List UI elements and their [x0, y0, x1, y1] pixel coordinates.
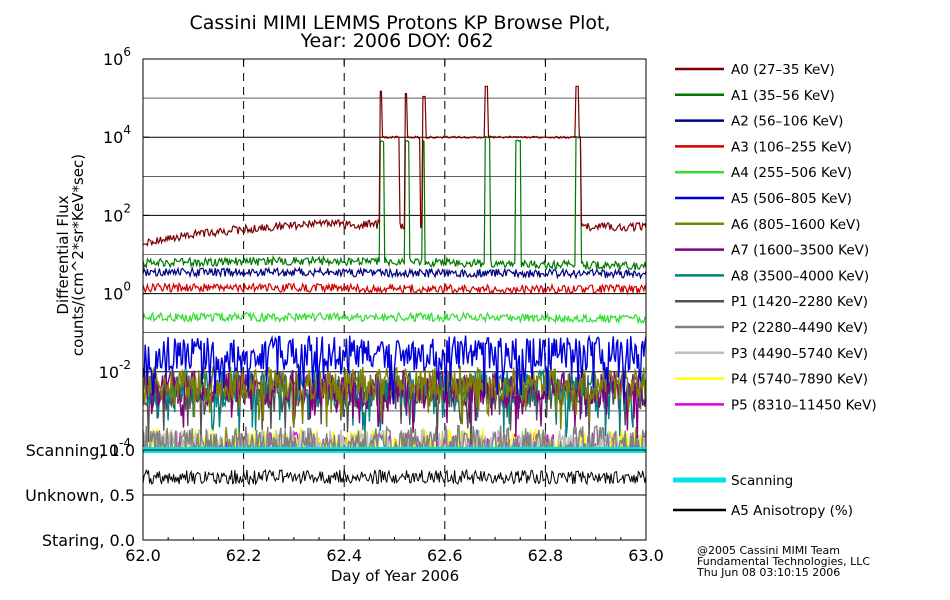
legend-label: P4 (5740–7890 KeV): [731, 372, 868, 388]
legend-label: A7 (1600–3500 KeV): [731, 243, 869, 259]
y-tick-label: 10-2: [99, 358, 131, 382]
lower-y-ticks: Scanning, 1.0 Unknown, 0.5 Staring, 0.0: [25, 441, 135, 550]
series-line: [142, 265, 647, 280]
footer-timestamp: Thu Jun 08 03:10:15 2006: [696, 566, 840, 579]
series-line: [142, 281, 647, 296]
y-tick-label: 10-4: [99, 436, 131, 460]
legend: A0 (27–35 KeV) A1 (35–56 KeV) A2 (56–106 K…: [675, 62, 877, 413]
x-tick-label: 62.6: [427, 546, 463, 565]
chart-subtitle: Year: 2006 DOY: 062: [299, 30, 493, 52]
legend-label: A3 (106–255 KeV): [731, 139, 852, 155]
y-axis-labels: Differential Flux counts/(cm^2*sr*KeV*se…: [54, 154, 87, 356]
x-axis-label: Day of Year 2006: [331, 567, 459, 585]
series-line: [142, 334, 647, 405]
upper-grid: [143, 59, 646, 540]
legend-label: P2 (2280–4490 KeV): [731, 320, 868, 336]
series-line: [142, 468, 647, 486]
legend-label: A8 (3500–4000 KeV): [731, 268, 869, 284]
y-tick-label: Scanning, 1.0: [26, 441, 135, 460]
x-tick-label: 62.4: [326, 546, 362, 565]
y-tick-label: 100: [103, 280, 131, 304]
upper-series: [142, 85, 647, 453]
legend-label: A2 (56–106 KeV): [731, 114, 843, 130]
lower-series: [142, 447, 647, 486]
legend-label: P1 (1420–2280 KeV): [731, 294, 868, 310]
legend-label: Scanning: [731, 473, 793, 489]
chart-title: Cassini MIMI LEMMS Protons KP Browse Plo…: [189, 12, 610, 34]
legend-label: A5 Anisotropy (%): [731, 503, 853, 519]
series-line: [142, 134, 647, 271]
y-tick-label: 102: [103, 201, 131, 225]
x-tick-label: 62.2: [226, 546, 262, 565]
x-tick-label: 63.0: [628, 546, 664, 565]
series-line: [142, 310, 647, 325]
footer-copyright: @2005 Cassini MIMI Team: [697, 544, 840, 557]
upper-y-ticks: 106 104 102 100 10-2 10-4: [99, 45, 149, 460]
legend-label: A1 (35–56 KeV): [731, 88, 835, 104]
legend-label: P5 (8310–11450 KeV): [731, 397, 877, 413]
chart-titles: Cassini MIMI LEMMS Protons KP Browse Plo…: [189, 12, 610, 52]
x-ticks: 62.0 62.2 62.4 62.6 62.8 63.0: [125, 59, 664, 565]
lower-grid: [143, 449, 646, 541]
x-tick-label: 62.0: [125, 546, 161, 565]
y-tick-label: Unknown, 0.5: [25, 486, 135, 505]
y-tick-label: 104: [103, 123, 131, 147]
legend-label: P3 (4490–5740 KeV): [731, 346, 868, 362]
x-tick-label: 62.8: [528, 546, 564, 565]
legend-label: A5 (506–805 KeV): [731, 191, 852, 207]
y-axis-label: Differential Flux: [54, 195, 72, 314]
footer: @2005 Cassini MIMI Team Fundamental Tech…: [696, 544, 870, 579]
legend-label: A6 (805–1600 KeV): [731, 217, 861, 233]
legend-label: A0 (27–35 KeV): [731, 62, 835, 78]
y-tick-label: Staring, 0.0: [42, 531, 135, 550]
legend-label: A4 (255–506 KeV): [731, 165, 852, 181]
footer-company: Fundamental Technologies, LLC: [697, 555, 870, 568]
y-axis-unit-label: counts/(cm^2*sr*KeV*sec): [69, 154, 87, 356]
series-line: [142, 85, 647, 247]
lower-legend: Scanning A5 Anisotropy (%): [673, 473, 853, 519]
y-tick-label: 106: [103, 45, 131, 69]
